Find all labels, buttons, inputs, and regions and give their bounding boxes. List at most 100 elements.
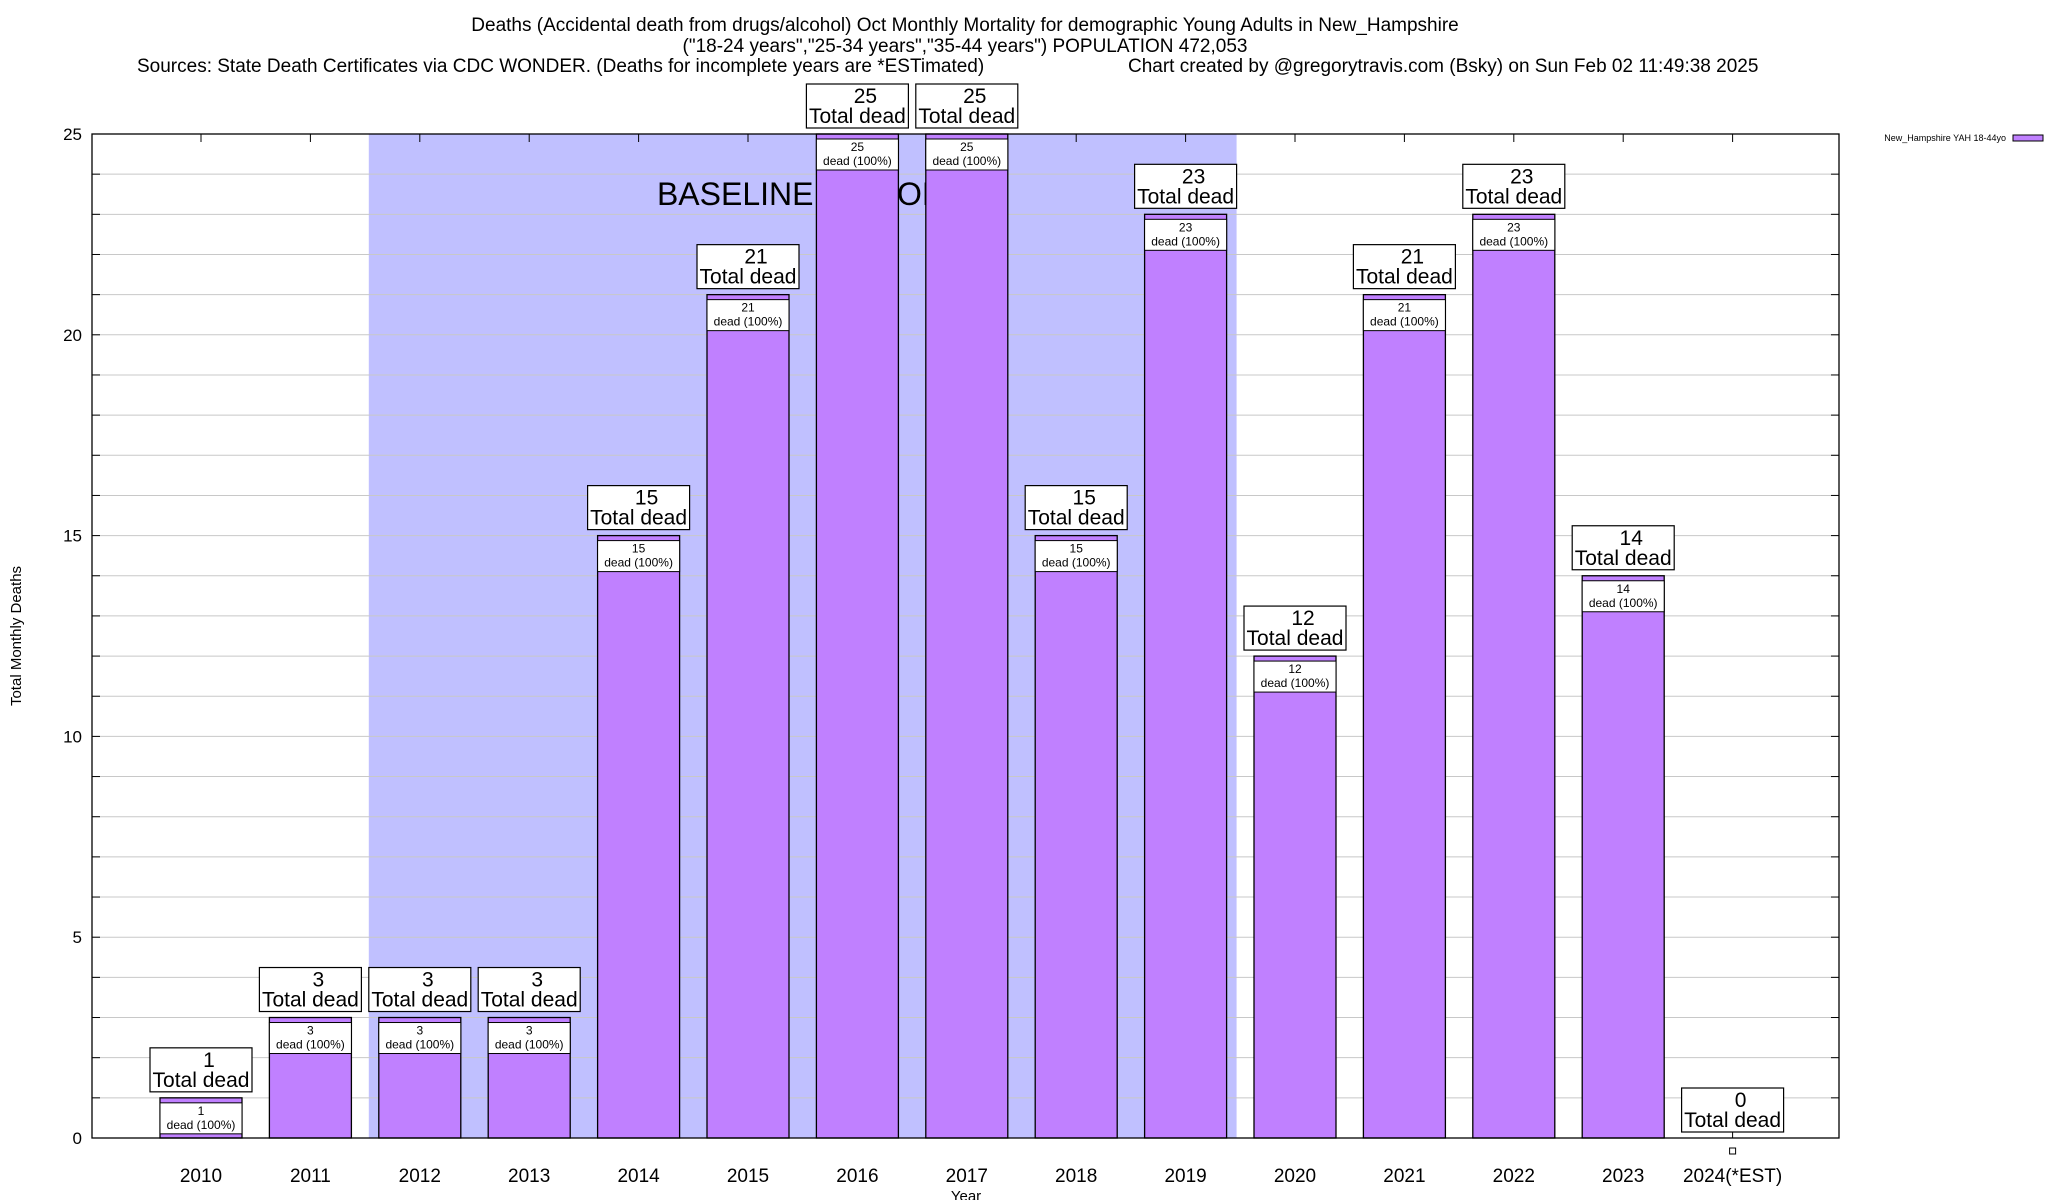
bar-inner-label-box (1581, 580, 1665, 613)
bar-inner-label: dead (100%) (1370, 315, 1439, 329)
x-tick-label: 2010 (180, 1166, 222, 1187)
bar-inner-value: 14 (1617, 582, 1631, 596)
credit-text: Chart created by @gregorytravis.com (Bsk… (1128, 56, 1758, 77)
bar-inner-label: dead (100%) (276, 1038, 345, 1052)
total-label: Total dead (809, 105, 906, 128)
bar-inner-label: dead (100%) (495, 1038, 564, 1052)
total-label-box (805, 83, 910, 129)
bar (815, 133, 900, 1139)
bar-inner-label: dead (100%) (823, 154, 892, 168)
x-tick-label: 2015 (727, 1166, 769, 1187)
bar-inner-label: dead (100%) (1479, 234, 1548, 248)
title-line-2: ("18-24 years","25-34 years","35-44 year… (683, 36, 1248, 57)
total-label-box (1462, 163, 1566, 209)
total-label-box (1243, 605, 1347, 651)
x-tick-label: 2022 (1493, 1166, 1535, 1187)
bar-inner-label-box (1253, 660, 1337, 693)
bar-inner-label: dead (100%) (1261, 676, 1330, 690)
bar (706, 293, 790, 1139)
total-label: Total dead (700, 266, 797, 289)
bar-inner-label-box (1362, 299, 1446, 332)
bar-inner-label-box (815, 138, 899, 171)
bar-inner-label: dead (100%) (932, 154, 1001, 168)
bar (1472, 213, 1556, 1139)
x-axis-label: Year (951, 1188, 981, 1200)
x-tick-label: 2023 (1602, 1166, 1644, 1187)
total-label: Total dead (918, 105, 1015, 128)
total-label: Total dead (1575, 547, 1672, 570)
y-axis-label: Total Monthly Deaths (8, 566, 25, 706)
bar-inner-label-box (1034, 540, 1118, 573)
title-line-1: Deaths (Accidental death from drugs/alco… (471, 15, 1458, 36)
total-label-box (149, 1047, 253, 1093)
bar-inner-label: dead (100%) (1589, 596, 1658, 610)
total-label-box (477, 966, 581, 1013)
total-value: 23 (1510, 165, 1533, 188)
bar (1581, 575, 1665, 1139)
bar (1253, 655, 1337, 1139)
total-label: Total dead (262, 989, 359, 1012)
bar (1143, 213, 1228, 1139)
total-label-box (1352, 244, 1457, 290)
total-value: 1 (203, 1049, 215, 1072)
plot-border (91, 133, 1840, 1139)
total-label-box (1133, 163, 1238, 209)
y-tick-label: 20 (63, 326, 82, 345)
total-label: Total dead (1247, 627, 1344, 650)
y-tick-label: 0 (73, 1129, 82, 1148)
total-value: 3 (531, 969, 543, 992)
total-label-box (258, 966, 362, 1013)
bar-inner-label-box (1472, 218, 1556, 251)
legend-label: New_Hampshire YAH 18-44yo (1884, 133, 2006, 143)
legend-swatch (2012, 134, 2044, 142)
x-tick-label: 2013 (508, 1166, 550, 1187)
bar-inner-label: dead (100%) (167, 1118, 236, 1132)
total-label: Total dead (1028, 507, 1125, 530)
bar-inner-value: 15 (1070, 542, 1084, 556)
chart-title: Deaths (Accidental death from drugs/alco… (137, 15, 1758, 77)
total-label-box (586, 485, 691, 531)
total-label: Total dead (1356, 266, 1453, 289)
bar-inner-value: 1 (198, 1104, 205, 1118)
bar-inner-value: 3 (526, 1024, 533, 1038)
bar-inner-label: dead (100%) (1151, 234, 1220, 248)
bar-inner-label-box (597, 540, 681, 573)
total-label: Total dead (153, 1069, 250, 1092)
baseline-period-label: BASELINE PERIOD (657, 176, 945, 212)
bar-inner-value: 25 (960, 140, 974, 154)
bar-inner-label-box (487, 1022, 571, 1055)
bar-inner-label: dead (100%) (385, 1038, 454, 1052)
bar-inner-label-box (925, 138, 1009, 171)
bar-inner-label-box (1144, 218, 1228, 251)
sources-text: Sources: State Death Certificates via CD… (137, 56, 984, 77)
y-tick-label: 5 (73, 928, 82, 947)
y-tick-label: 15 (63, 527, 82, 546)
total-label-box (368, 966, 472, 1013)
total-value: 15 (635, 487, 658, 510)
bar-inner-value: 3 (307, 1024, 314, 1038)
bar (596, 534, 681, 1139)
total-value: 3 (313, 969, 325, 992)
total-label-box (1571, 525, 1675, 571)
total-label: Total dead (1684, 1109, 1781, 1132)
bar-inner-label: dead (100%) (1042, 556, 1111, 570)
total-label-box (1680, 1087, 1785, 1133)
bar (1362, 293, 1447, 1139)
total-value: 25 (963, 85, 986, 108)
total-value: 21 (1401, 246, 1424, 269)
total-value: 21 (744, 246, 767, 269)
x-tick-label: 2018 (1055, 1166, 1097, 1187)
x-tick-label: 2017 (946, 1166, 988, 1187)
bar-inner-value: 12 (1288, 662, 1302, 676)
total-label: Total dead (1465, 185, 1562, 208)
bar (925, 133, 1009, 1139)
total-label-box (696, 244, 800, 290)
x-tick-label: 2016 (836, 1166, 878, 1187)
bar-inner-value: 21 (1398, 301, 1412, 315)
total-label-box (1024, 485, 1128, 531)
bar-point-marker (1729, 1147, 1737, 1155)
total-label: Total dead (1137, 185, 1234, 208)
bar-inner-value: 3 (416, 1024, 423, 1038)
